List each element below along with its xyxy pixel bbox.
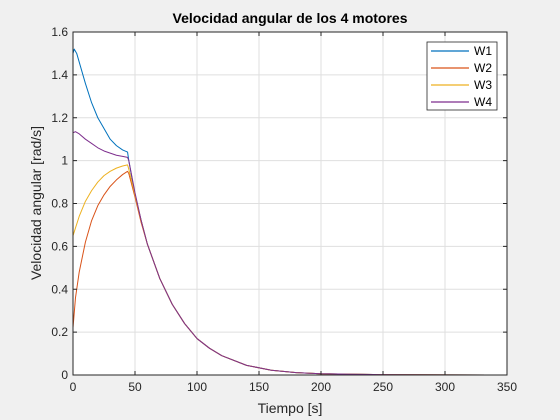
legend-label-w3: W3 (474, 78, 492, 92)
x-tick-label: 150 (249, 380, 269, 394)
plot-lines (72, 48, 489, 376)
x-tick-label: 0 (70, 380, 77, 394)
y-axis-label: Velocidad angular [rad/s] (28, 126, 44, 280)
ticks (72, 31, 508, 376)
series-line-w4 (72, 131, 489, 376)
y-tick-label: 0 (61, 368, 68, 382)
legend: W1 W2 W3 W4 (426, 41, 498, 111)
y-tick-label: 1.4 (51, 68, 68, 82)
x-tick-label: 50 (128, 380, 142, 394)
chart-title: Velocidad angular de los 4 motores (173, 10, 408, 26)
y-tick-label: 1.6 (51, 25, 68, 39)
x-tick-label: 350 (497, 380, 517, 394)
y-tick-label: 1 (61, 154, 68, 168)
y-tick-label: 0.6 (51, 239, 68, 253)
legend-label-w4: W4 (474, 95, 492, 109)
legend-label-w1: W1 (474, 44, 492, 58)
legend-label-w2: W2 (474, 61, 492, 75)
y-tick-label: 0.4 (51, 282, 68, 296)
x-tick-label: 300 (435, 380, 455, 394)
tick-labels: 0 50 100 150 200 250 300 350 0 0.2 0.4 0.6 0.8 1 1.2 1.… (51, 25, 517, 394)
x-tick-label: 250 (373, 380, 393, 394)
y-tick-label: 0.8 (51, 197, 68, 211)
x-tick-label: 100 (187, 380, 207, 394)
legend-box (426, 41, 498, 111)
y-tick-label: 0.2 (51, 325, 68, 339)
x-axis-label: Tiempo [s] (258, 400, 323, 416)
y-tick-label: 1.2 (51, 111, 68, 125)
x-tick-label: 200 (311, 380, 331, 394)
